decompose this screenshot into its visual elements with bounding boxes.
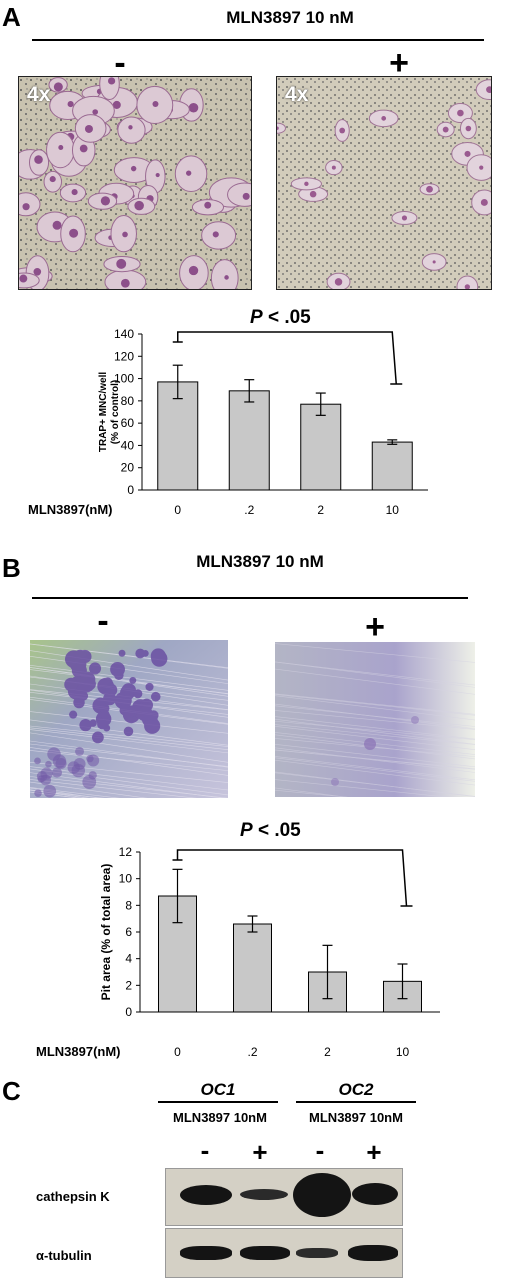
band — [348, 1245, 398, 1261]
y-tick-label: 8 — [125, 898, 132, 912]
oc1-label: OC1 — [158, 1080, 278, 1103]
band — [293, 1173, 351, 1217]
x-tick-label: 10 — [386, 503, 400, 517]
band — [180, 1246, 232, 1260]
panel-b-bar-chart: 0 2 4 6 8 10 12 0 .2 2 10 MLN3897(nM) Pit area (% of… — [36, 845, 440, 1059]
panel-a-rule — [32, 39, 484, 41]
cathepsin-k-label: cathepsin K — [36, 1189, 110, 1204]
panel-a-letter: A — [2, 2, 21, 32]
y-tick-label: 140 — [114, 327, 134, 341]
y-tick-label: 120 — [114, 349, 134, 363]
x-tick-label: 0 — [174, 1045, 181, 1059]
y-tick-label: 0 — [127, 483, 134, 497]
panel-a-micrograph-untreated: 4x — [18, 76, 252, 290]
panel-a-bar-chart: 0 20 40 60 80 100 120 140 0 .2 2 10 MLN3897(nM) TRAP+… — [28, 327, 428, 517]
y-tick-label: 100 — [114, 372, 134, 386]
panel-a-minus: - — [114, 44, 126, 82]
resorption-image — [30, 640, 228, 798]
bar — [228, 390, 270, 491]
panel-b-pvalue: P < .05 — [240, 820, 301, 842]
panel-b-rule — [32, 597, 468, 599]
pvalue-text: < .05 — [252, 820, 301, 841]
x-axis-label: MLN3897(nM) — [28, 502, 113, 517]
y-tick-label: 6 — [125, 925, 132, 939]
pvalue-symbol: P — [240, 820, 253, 841]
oc1-condition: MLN3897 10nM — [173, 1110, 267, 1125]
y-tick-label: 20 — [121, 461, 135, 475]
x-tick-label: .2 — [244, 503, 254, 517]
band — [352, 1183, 398, 1205]
micrograph-image — [277, 77, 491, 289]
panel-a-heading: MLN3897 10 nM — [226, 8, 354, 27]
panel-a-plus: + — [389, 44, 409, 82]
oc2-condition: MLN3897 10nM — [309, 1110, 403, 1125]
significance-bracket — [176, 849, 408, 907]
y-tick-label: 80 — [121, 394, 135, 408]
lane4-sign: + — [366, 1137, 382, 1167]
cathepsin-k-blot — [165, 1168, 403, 1226]
y-tick-label: 0 — [125, 1005, 132, 1019]
micrograph-image — [19, 77, 251, 289]
y-axis-label: TRAP+ MNC/well(% of control) — [98, 372, 121, 453]
panel-b-resorption-untreated — [30, 640, 228, 798]
panel-b-letter: B — [2, 553, 21, 583]
resorption-image — [275, 642, 475, 797]
y-tick-label: 4 — [125, 952, 132, 966]
y-tick-label: 2 — [125, 978, 132, 992]
x-tick-label: 10 — [396, 1045, 410, 1059]
pvalue-symbol: P — [250, 307, 263, 328]
panel-b-minus: - — [97, 602, 109, 640]
x-tick-label: .2 — [247, 1045, 257, 1059]
panel-b-heading: MLN3897 10 nM — [196, 552, 324, 571]
bar — [300, 403, 342, 491]
lane3-sign: - — [315, 1135, 325, 1165]
band — [180, 1185, 232, 1205]
panel-a-left-magnification: 4x — [27, 83, 51, 106]
panel-c-letter: C — [2, 1076, 21, 1106]
y-tick-label: 12 — [119, 845, 133, 859]
panel-a-micrograph-treated: 4x — [276, 76, 492, 290]
y-tick-label: 60 — [121, 416, 135, 430]
y-axis-label: Pit area (% of total area) — [99, 864, 113, 1001]
pvalue-text: < .05 — [262, 307, 311, 328]
band — [296, 1248, 338, 1258]
panel-b-resorption-treated — [275, 642, 475, 797]
x-tick-label: 2 — [317, 503, 324, 517]
x-tick-label: 0 — [174, 503, 181, 517]
band — [240, 1246, 290, 1260]
x-tick-label: 2 — [324, 1045, 331, 1059]
oc2-label: OC2 — [296, 1080, 416, 1103]
panel-b-plus: + — [365, 608, 385, 646]
bar — [371, 441, 413, 491]
band — [240, 1189, 288, 1200]
panel-a-right-magnification: 4x — [285, 83, 309, 106]
alpha-tubulin-blot — [165, 1228, 403, 1278]
significance-bracket — [177, 331, 397, 385]
x-axis-label: MLN3897(nM) — [36, 1044, 121, 1059]
alpha-tubulin-label: α-tubulin — [36, 1248, 92, 1263]
lane2-sign: + — [252, 1137, 268, 1167]
panel-a-pvalue: P < .05 — [250, 307, 311, 329]
bar — [233, 923, 272, 1013]
y-tick-label: 10 — [119, 872, 133, 886]
lane1-sign: - — [200, 1135, 210, 1165]
y-tick-label: 40 — [121, 438, 135, 452]
